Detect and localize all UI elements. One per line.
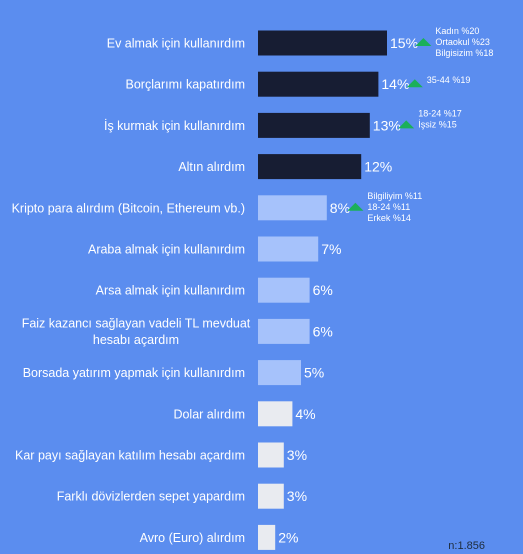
bar: [258, 318, 310, 344]
value-label: 6%: [313, 323, 333, 339]
trend-up-icon: [415, 38, 432, 46]
value-label: 4%: [295, 406, 315, 422]
trend-up-icon: [398, 120, 415, 129]
bar: [258, 236, 319, 262]
value-label: 8%: [330, 200, 350, 216]
bar: [258, 442, 284, 468]
bar: [258, 30, 387, 56]
category-label: Altın alırdım: [178, 160, 245, 174]
value-label: 3%: [287, 488, 307, 504]
trend-up-icon: [406, 79, 423, 88]
category-label: İş kurmak için kullanırdım: [104, 119, 245, 133]
value-label: 12%: [364, 159, 392, 175]
category-label: Kar payı sağlayan katılım hesabı açardım: [15, 449, 245, 463]
category-label: Araba almak için kullanırdım: [88, 243, 245, 257]
annotation-text: 35-44 %19: [427, 75, 471, 85]
annotation-text: Ortaokul %23: [435, 37, 490, 47]
category-label: Dolar alırdım: [173, 407, 245, 421]
value-label: 13%: [373, 117, 401, 133]
value-label: 3%: [287, 447, 307, 463]
bar: [258, 524, 276, 550]
category-label: Arsa almak için kullanırdım: [96, 284, 245, 298]
category-label: Faiz kazancı sağlayan vadeli TL mevduat h…: [22, 317, 251, 348]
value-label: 14%: [381, 76, 409, 92]
value-label: 7%: [321, 241, 341, 257]
bar: [258, 401, 293, 427]
annotation-text: Bilgisizim %18: [435, 48, 493, 58]
bar: [258, 154, 362, 180]
annotation-text: Bilgiliyim %11: [367, 191, 422, 201]
bar: [258, 277, 310, 303]
bar: [258, 483, 284, 509]
bar: [258, 360, 301, 386]
annotation-text: 18-24 %17: [418, 108, 462, 118]
value-label: 6%: [313, 282, 333, 298]
bar: [258, 195, 327, 221]
category-label: Kripto para alırdım (Bitcoin, Ethereum v…: [12, 201, 245, 215]
category-label: Borsada yatırım yapmak için kullanırdım: [23, 366, 245, 380]
value-label: 15%: [390, 35, 418, 51]
bar: [258, 71, 379, 97]
category-label: Farklı dövizlerden sepet yapardım: [57, 490, 245, 504]
annotation-text: İşsiz %15: [418, 119, 457, 129]
category-label: Avro (Euro) alırdım: [140, 531, 245, 545]
sample-size-note: n:1.856: [448, 540, 485, 552]
value-label: 5%: [304, 365, 324, 381]
annotation-text: Erkek %14: [367, 213, 411, 223]
category-label: Ev almak için kullanırdım: [107, 37, 245, 51]
annotation-text: Kadın %20: [435, 26, 479, 36]
category-label: Borçlarımı kapatırdım: [126, 78, 245, 92]
bar: [258, 112, 370, 138]
annotation-text: 18-24 %11: [367, 202, 410, 212]
trend-up-icon: [347, 202, 364, 211]
value-label: 2%: [278, 529, 298, 545]
